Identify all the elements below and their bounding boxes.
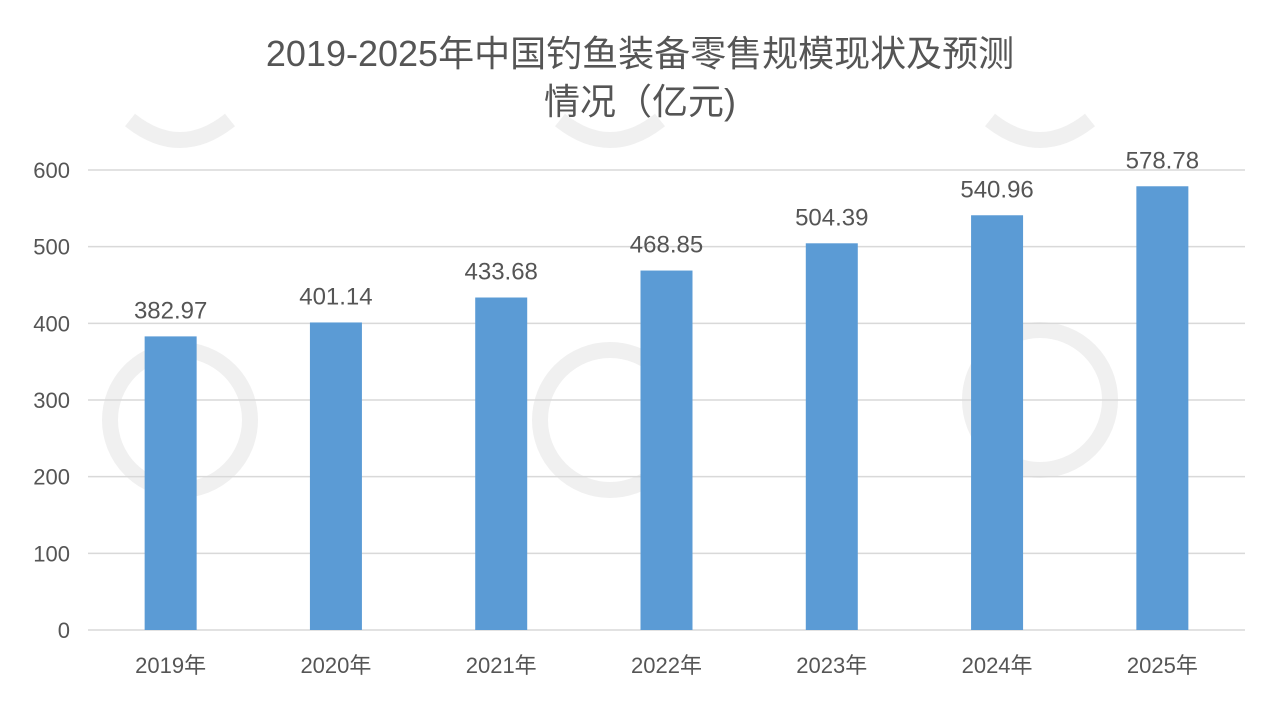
y-tick-label: 200 (33, 465, 70, 490)
bar (805, 243, 858, 630)
bar (475, 297, 528, 630)
chart-title-line-2: 情况（亿元) (544, 81, 736, 122)
x-tick-label: 2022年 (631, 653, 702, 678)
bar (309, 322, 362, 630)
bar-value-label: 578.78 (1126, 147, 1199, 174)
x-tick-label: 2021年 (466, 653, 537, 678)
x-tick-label: 2025年 (1127, 653, 1198, 678)
x-tick-label: 2019年 (135, 653, 206, 678)
y-tick-label: 600 (33, 158, 70, 183)
bar (1136, 186, 1189, 630)
bar (640, 270, 693, 630)
x-tick-label: 2023年 (796, 653, 867, 678)
x-tick-label: 2020年 (300, 653, 371, 678)
bar (971, 215, 1024, 631)
y-tick-label: 100 (33, 541, 70, 566)
y-tick-label: 300 (33, 388, 70, 413)
y-tick-label: 500 (33, 235, 70, 260)
bar-value-label: 382.97 (134, 297, 207, 324)
y-tick-label: 0 (58, 618, 70, 643)
chart-title-line-1: 2019-2025年中国钓鱼装备零售规模现状及预测 (265, 33, 1015, 74)
bar-value-label: 468.85 (630, 232, 703, 259)
watermark-logo (125, 113, 235, 148)
bar (144, 336, 197, 630)
watermark-logo (985, 113, 1095, 148)
x-tick-label: 2024年 (962, 653, 1033, 678)
bar-value-label: 433.68 (465, 259, 538, 286)
bar-value-label: 540.96 (960, 176, 1033, 203)
bar-value-label: 504.39 (795, 204, 868, 231)
bar-value-label: 401.14 (299, 283, 372, 310)
y-tick-label: 400 (33, 311, 70, 336)
watermark-logo (555, 113, 665, 148)
